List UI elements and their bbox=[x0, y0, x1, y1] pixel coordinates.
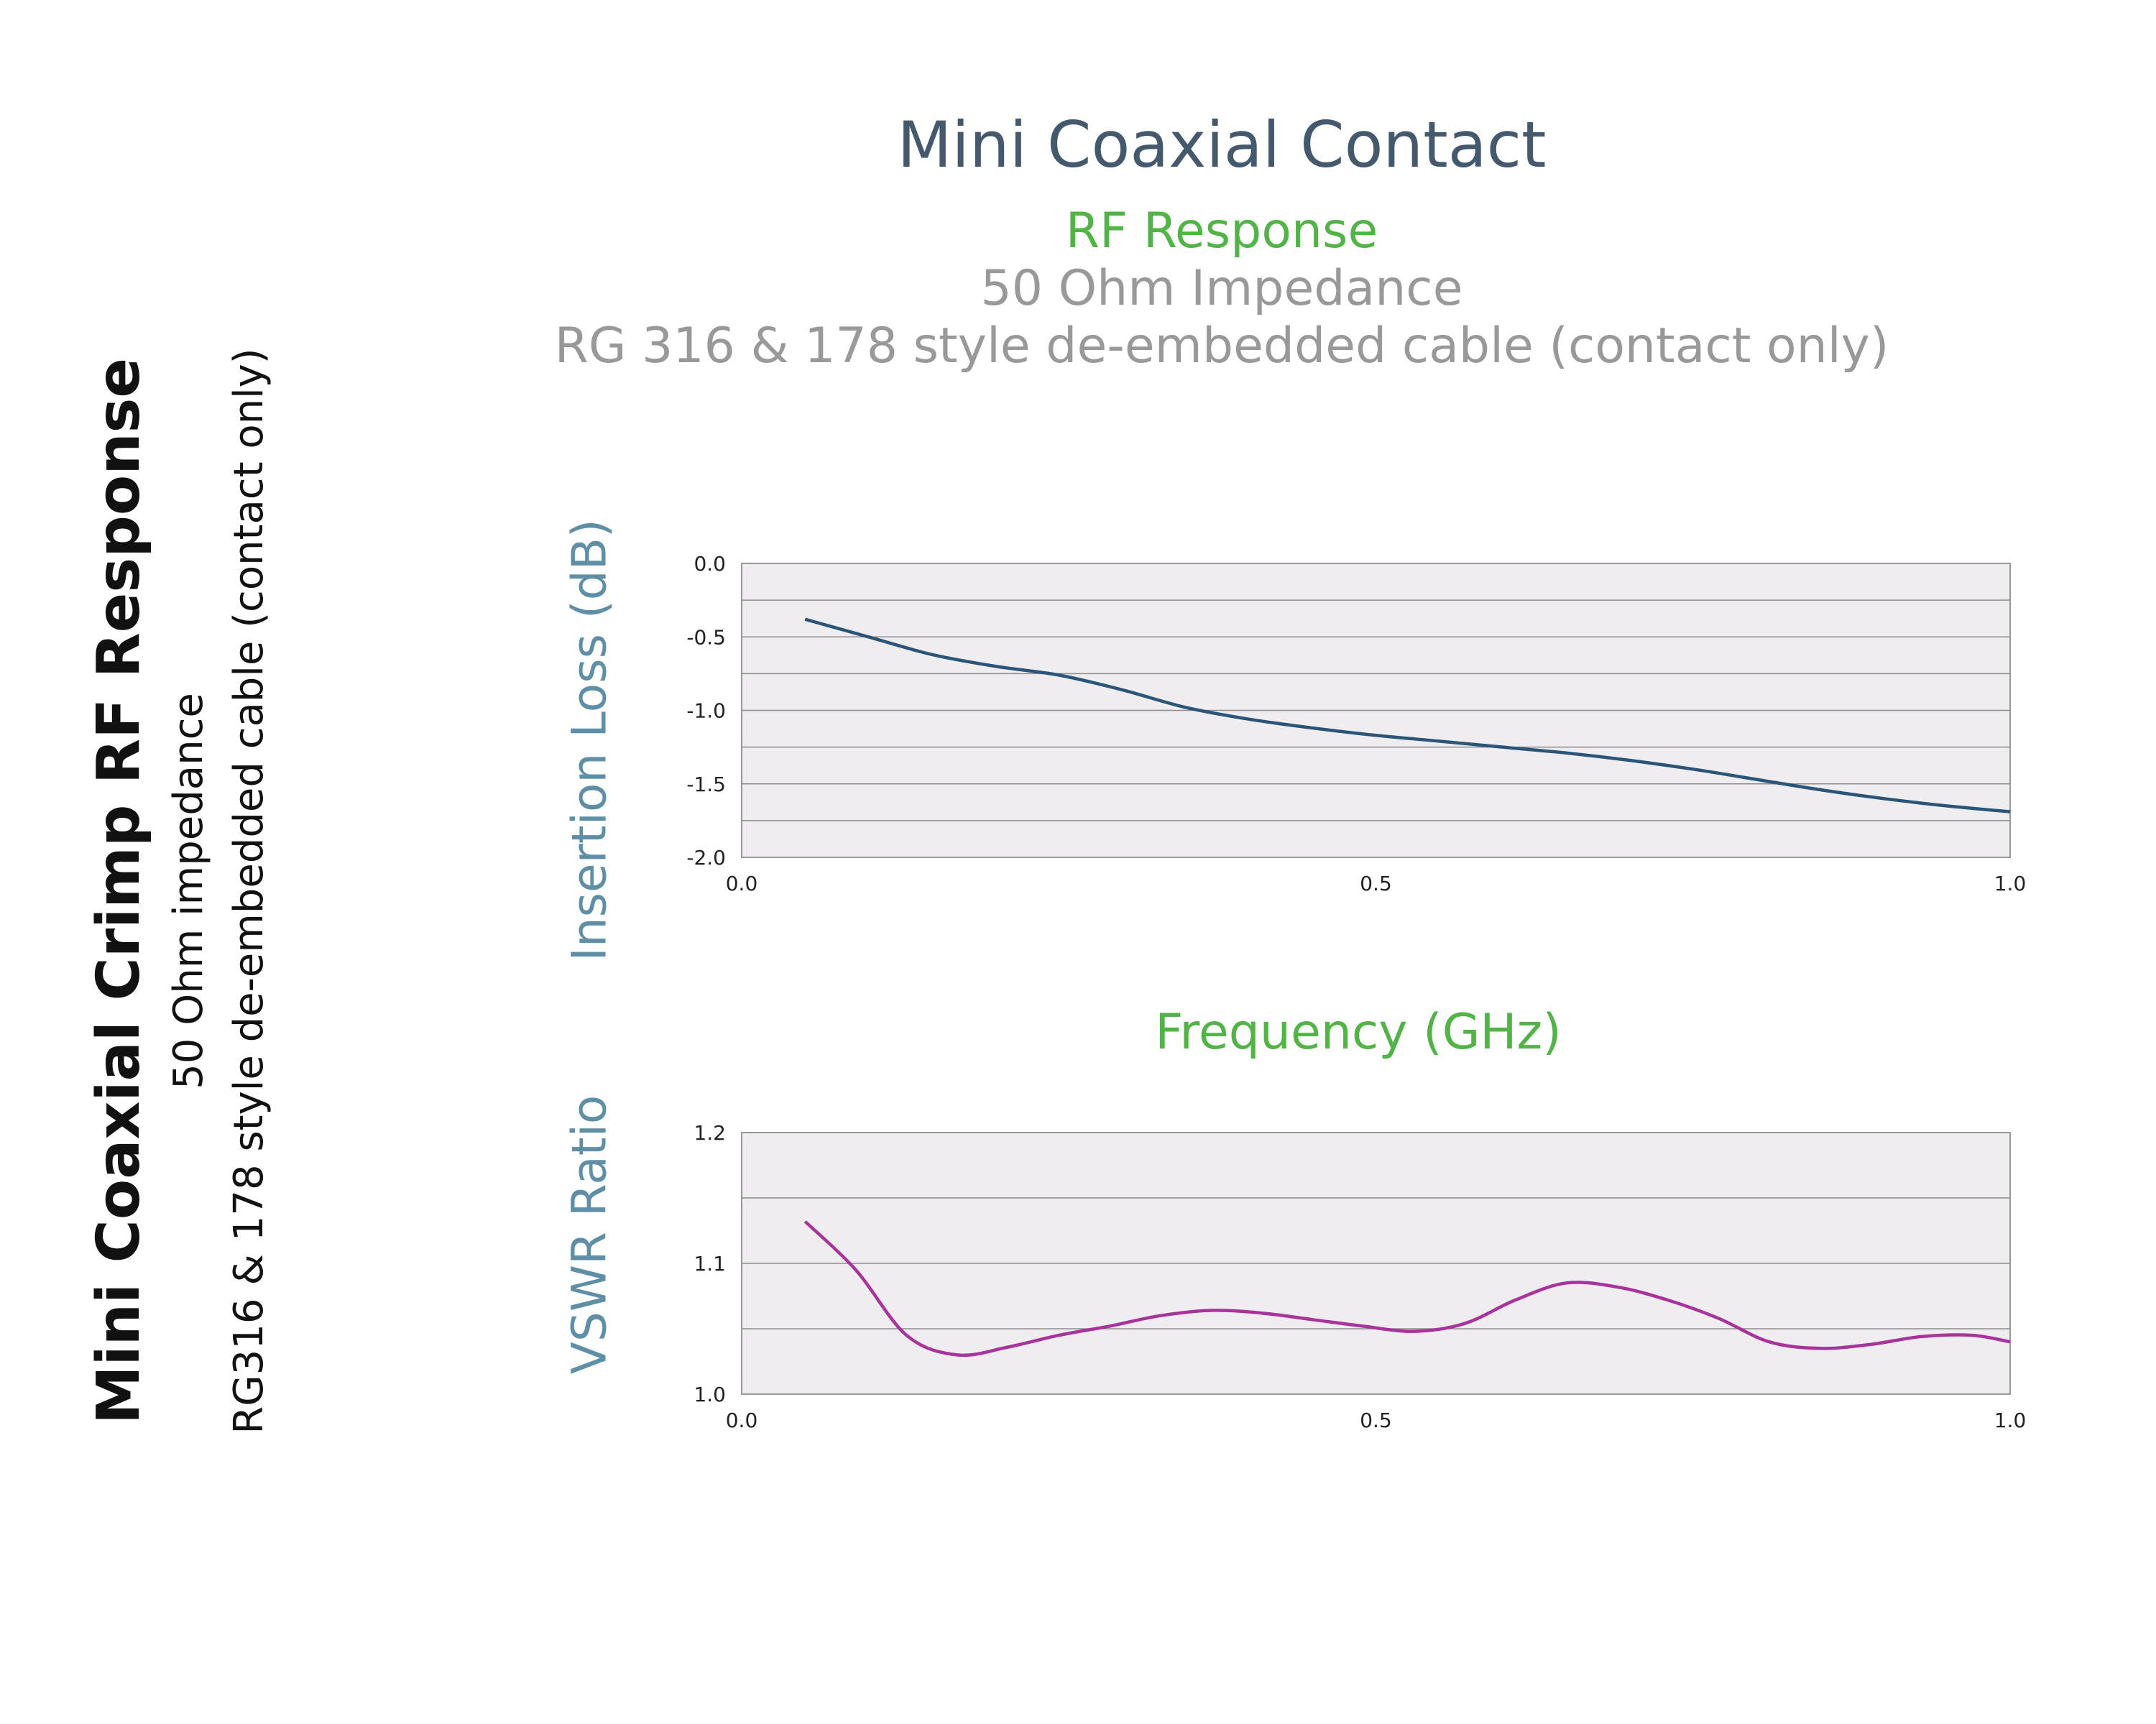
insertion-ytick-label: -2.0 bbox=[686, 846, 726, 870]
subtitle-rf-response: RF Response bbox=[1065, 203, 1378, 259]
insertion-ytick-label: -0.5 bbox=[686, 625, 726, 649]
frequency-xlabel: Frequency (GHz) bbox=[1155, 1004, 1562, 1061]
insertion-xtick-label: 0.0 bbox=[726, 872, 758, 895]
vswr-chart: 1.21.11.00.0 0.5 1.0 bbox=[694, 1121, 2026, 1432]
vswr-ytick-label: 1.0 bbox=[694, 1383, 726, 1406]
vswr-xtick-label: 0.5 bbox=[1360, 1409, 1392, 1432]
insertion-ytick-label: 0.0 bbox=[694, 552, 726, 576]
page-title: Mini Coaxial Contact bbox=[897, 108, 1547, 182]
subtitle-impedance: 50 Ohm Impedance bbox=[980, 260, 1463, 317]
insertion-ytick-label: -1.0 bbox=[686, 699, 726, 723]
insertion-xtick-label: 0.5 bbox=[1360, 872, 1392, 895]
insertion-xtick-label: 1.0 bbox=[1994, 872, 2027, 895]
vswr-xtick-label: 1.0 bbox=[1994, 1409, 2027, 1432]
vswr-ytick-label: 1.1 bbox=[694, 1252, 726, 1276]
insertion-ytick-label: -1.5 bbox=[686, 773, 726, 796]
subtitle-cable: RG 316 & 178 style de-embedded cable (co… bbox=[554, 318, 1889, 374]
insertion-series-line bbox=[804, 617, 2011, 813]
vswr-series-line bbox=[803, 1220, 2011, 1357]
vswr-ytick-label: 1.2 bbox=[694, 1121, 726, 1145]
vswr-xtick-label: 0.0 bbox=[726, 1409, 758, 1432]
insertion-chart: 0.0-0.5-1.0-1.5-2.00.0 0.5 1.0 bbox=[686, 552, 2026, 895]
